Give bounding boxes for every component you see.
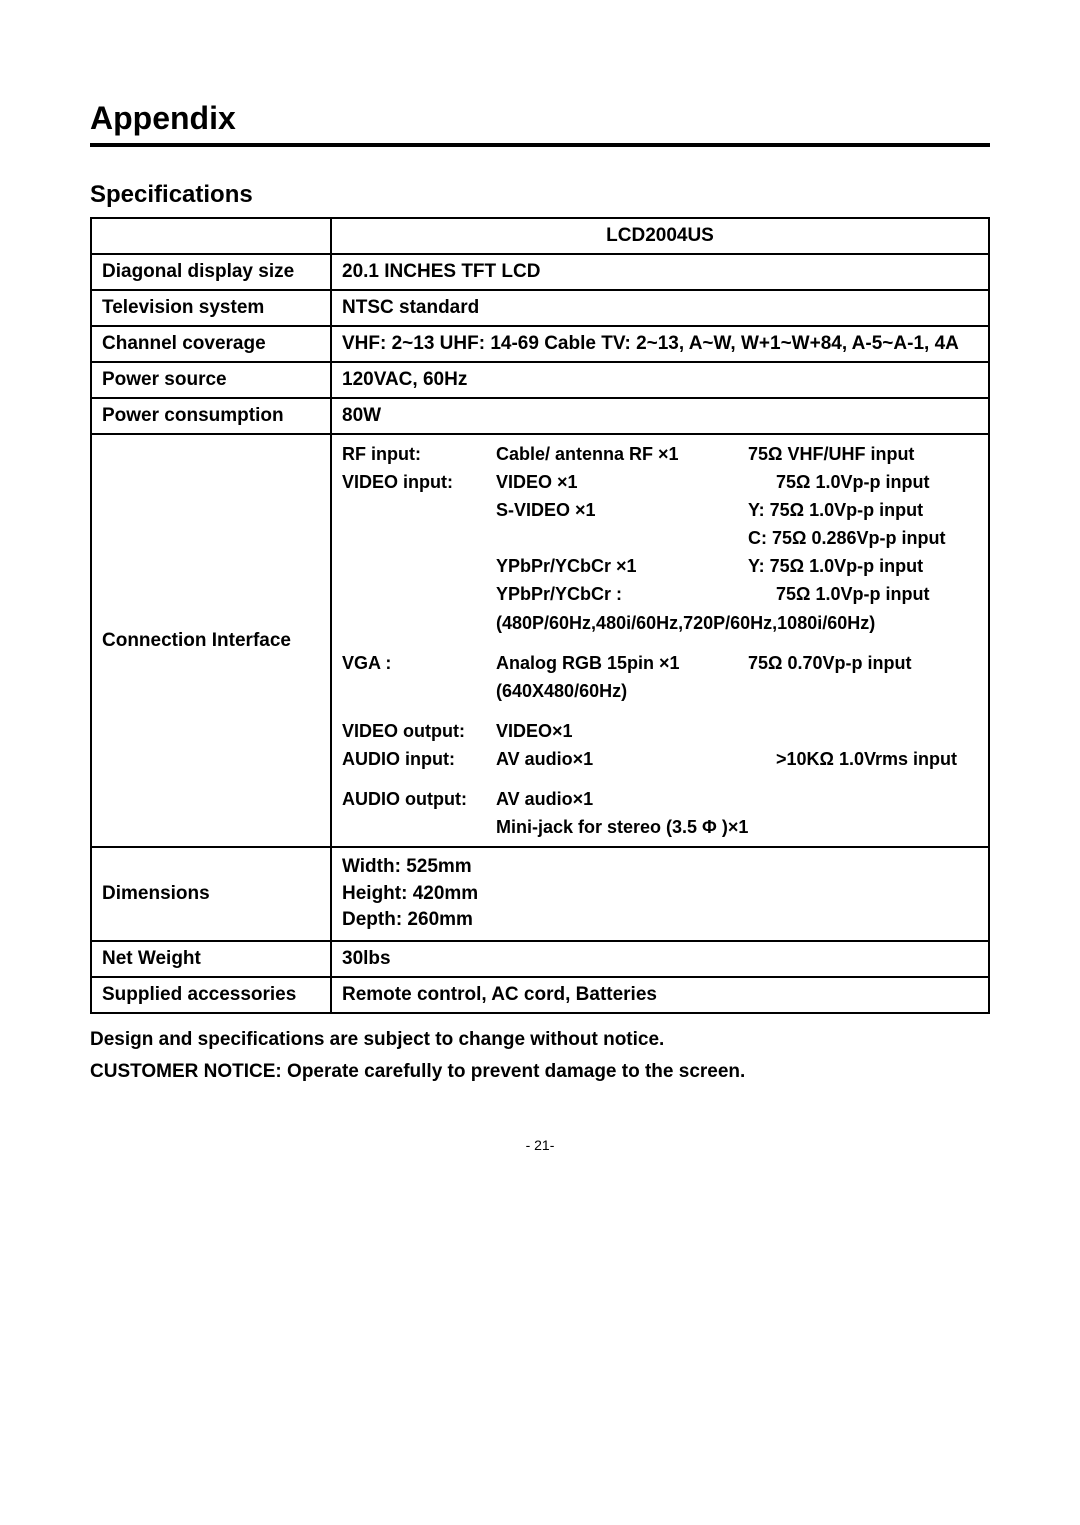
spec-label: Power source [91, 362, 331, 398]
spec-label: Diagonal display size [91, 254, 331, 290]
conn-empty [748, 786, 978, 812]
conn-col2: Analog RGB 15pin ×1 [496, 650, 744, 676]
conn-empty [342, 553, 492, 579]
spec-label: Dimensions [91, 847, 331, 941]
conn-empty [342, 581, 492, 607]
conn-col2: AV audio×1 [496, 786, 744, 812]
conn-label: VIDEO input: [342, 469, 492, 495]
footer-notes: Design and specifications are subject to… [90, 1024, 990, 1089]
conn-col3: C: 75Ω 0.286Vp-p input [748, 525, 978, 551]
conn-label: AUDIO input: [342, 746, 492, 772]
conn-col2: YPbPr/YCbCr : [496, 581, 744, 607]
connection-grid: RF input: Cable/ antenna RF ×1 75Ω VHF/U… [342, 441, 978, 840]
table-row: Diagonal display size 20.1 INCHES TFT LC… [91, 254, 989, 290]
conn-col2: (640X480/60Hz) [496, 678, 744, 704]
table-row: Power consumption 80W [91, 398, 989, 434]
spec-label: Television system [91, 290, 331, 326]
spec-value: NTSC standard [331, 290, 989, 326]
table-row: LCD2004US [91, 218, 989, 254]
spec-value: 80W [331, 398, 989, 434]
conn-label: RF input: [342, 441, 492, 467]
conn-label: AUDIO output: [342, 786, 492, 812]
specifications-heading: Specifications [90, 181, 990, 209]
blank-header-cell [91, 218, 331, 254]
conn-label: VIDEO output: [342, 718, 492, 744]
specifications-table: LCD2004US Diagonal display size 20.1 INC… [90, 217, 990, 1014]
conn-minijack: Mini-jack for stereo (3.5 Φ )×1 [496, 814, 978, 840]
conn-spacer [342, 638, 978, 648]
spec-label: Power consumption [91, 398, 331, 434]
conn-col2: S-VIDEO ×1 [496, 497, 744, 523]
table-row: Power source 120VAC, 60Hz [91, 362, 989, 398]
spec-value: Remote control, AC cord, Batteries [331, 977, 989, 1013]
dim-width: Width: 525mm [342, 854, 978, 881]
conn-col3: 75Ω 1.0Vp-p input [748, 469, 978, 495]
page-number: - 21- [90, 1137, 990, 1153]
spec-label: Connection Interface [91, 434, 331, 847]
appendix-title: Appendix [90, 100, 990, 137]
conn-col3: Y: 75Ω 1.0Vp-p input [748, 497, 978, 523]
conn-col2: Cable/ antenna RF ×1 [496, 441, 744, 467]
spec-value: 20.1 INCHES TFT LCD [331, 254, 989, 290]
conn-spacer [342, 706, 978, 716]
connection-interface-cell: RF input: Cable/ antenna RF ×1 75Ω VHF/U… [331, 434, 989, 847]
conn-col2: YPbPr/YCbCr ×1 [496, 553, 744, 579]
conn-empty [496, 525, 744, 551]
conn-col3: 75Ω VHF/UHF input [748, 441, 978, 467]
conn-modes: (480P/60Hz,480i/60Hz,720P/60Hz,1080i/60H… [496, 610, 978, 636]
spec-value: VHF: 2~13 UHF: 14-69 Cable TV: 2~13, A~W… [331, 326, 989, 362]
conn-empty [342, 814, 492, 840]
spec-label: Supplied accessories [91, 977, 331, 1013]
table-row: Connection Interface RF input: Cable/ an… [91, 434, 989, 847]
conn-col2: AV audio×1 [496, 746, 744, 772]
note-line: CUSTOMER NOTICE: Operate carefully to pr… [90, 1056, 990, 1088]
conn-col2: VIDEO ×1 [496, 469, 744, 495]
conn-col3: 75Ω 0.70Vp-p input [748, 650, 978, 676]
conn-col2: VIDEO×1 [496, 718, 744, 744]
spec-value: 30lbs [331, 941, 989, 977]
spec-value: 120VAC, 60Hz [331, 362, 989, 398]
spec-label: Channel coverage [91, 326, 331, 362]
conn-label: VGA : [342, 650, 492, 676]
conn-empty [342, 497, 492, 523]
dim-depth: Depth: 260mm [342, 907, 978, 934]
dimensions-value: Width: 525mm Height: 420mm Depth: 260mm [331, 847, 989, 941]
table-row: Net Weight 30lbs [91, 941, 989, 977]
note-line: Design and specifications are subject to… [90, 1024, 990, 1056]
conn-col3: >10KΩ 1.0Vrms input [748, 746, 978, 772]
conn-spacer [342, 774, 978, 784]
spec-label: Net Weight [91, 941, 331, 977]
table-row: Television system NTSC standard [91, 290, 989, 326]
conn-empty [342, 610, 492, 636]
conn-col3: Y: 75Ω 1.0Vp-p input [748, 553, 978, 579]
model-header: LCD2004US [331, 218, 989, 254]
title-rule [90, 143, 990, 147]
dim-height: Height: 420mm [342, 881, 978, 908]
conn-empty [748, 678, 978, 704]
conn-empty [342, 678, 492, 704]
conn-empty [748, 718, 978, 744]
table-row: Channel coverage VHF: 2~13 UHF: 14-69 Ca… [91, 326, 989, 362]
conn-empty [342, 525, 492, 551]
page-container: Appendix Specifications LCD2004US Diagon… [0, 0, 1080, 1193]
table-row: Supplied accessories Remote control, AC … [91, 977, 989, 1013]
conn-col3: 75Ω 1.0Vp-p input [748, 581, 978, 607]
table-row: Dimensions Width: 525mm Height: 420mm De… [91, 847, 989, 941]
